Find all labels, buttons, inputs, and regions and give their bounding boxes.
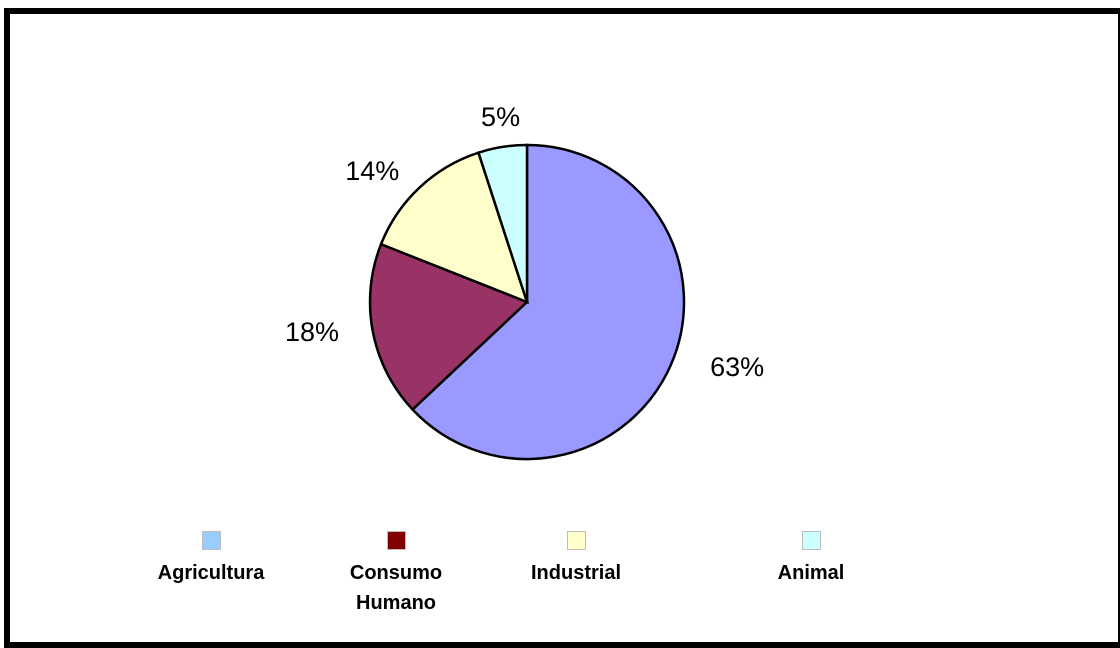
pie-slice-consumo-humano	[368, 242, 530, 412]
pie-slice-animal	[476, 143, 529, 303]
legend-label-agricultura: Agricultura	[157, 562, 265, 584]
pie-label-animal: 5%	[481, 102, 520, 132]
pie-chart: 63% 18% 14% 5%	[285, 102, 764, 461]
legend-item-industrial: Industrial	[501, 531, 651, 588]
legend-swatch-agricultura	[201, 531, 221, 550]
legend-label-consumo-humano: Consumo Humano	[349, 562, 443, 614]
legend-swatch-consumo-humano	[386, 531, 406, 550]
pie-label-agricultura: 63%	[710, 352, 764, 382]
pie-label-industrial: 14%	[345, 156, 399, 186]
legend-swatch-industrial	[566, 531, 586, 550]
legend-item-consumo-humano: Consumo Humano	[321, 531, 471, 618]
pie-label-consumo-humano: 18%	[285, 317, 339, 347]
legend-swatch-animal	[801, 531, 821, 550]
legend-item-agricultura: Agricultura	[136, 531, 286, 588]
legend-label-industrial: Industrial	[530, 562, 621, 584]
pie-slice-agricultura	[410, 143, 686, 461]
legend-label-animal: Animal	[777, 562, 845, 584]
legend-item-animal: Animal	[736, 531, 886, 588]
